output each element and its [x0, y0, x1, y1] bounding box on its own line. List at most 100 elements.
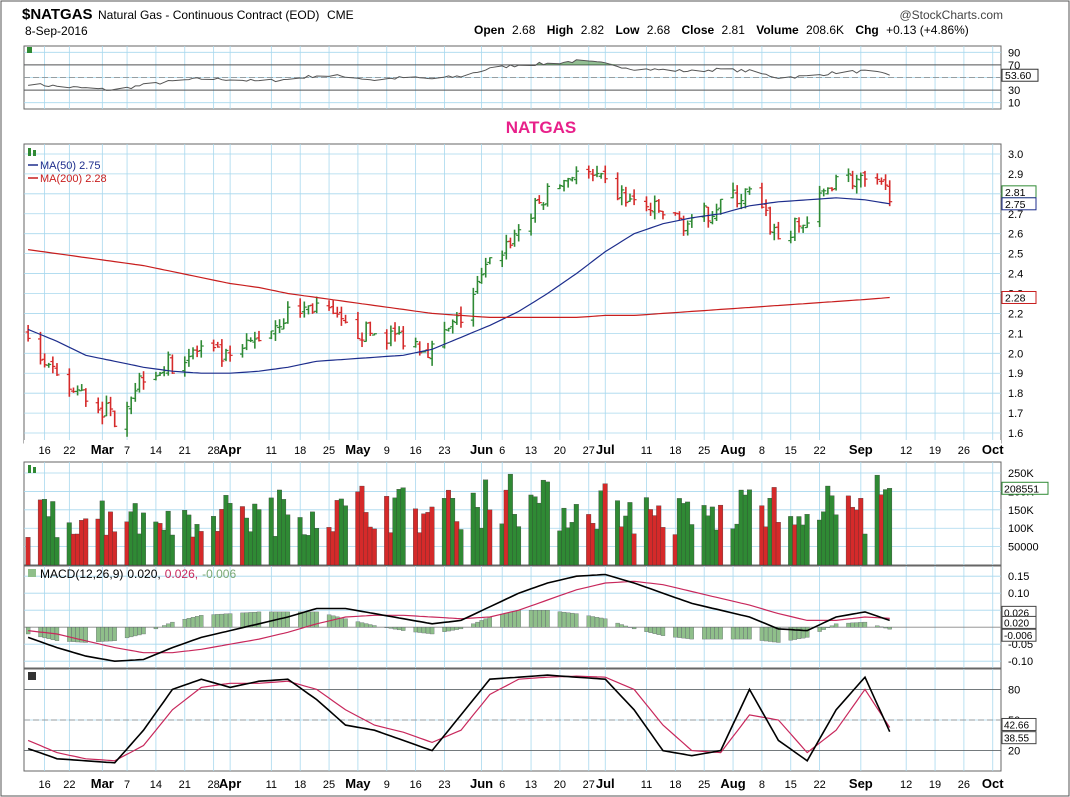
- macd-histogram-bar: [129, 627, 134, 638]
- volume-bar: [833, 514, 839, 566]
- volume-bar: [334, 500, 340, 566]
- macd-histogram-bar: [846, 622, 851, 628]
- volume-bar: [25, 537, 31, 566]
- macd-histogram-bar: [372, 625, 377, 628]
- x-tick-label: 8: [759, 779, 765, 791]
- x-tick-label: 11: [641, 445, 652, 457]
- macd-histogram-bar: [483, 618, 488, 628]
- macd-tag: -0.006: [1004, 631, 1033, 642]
- x-tick-label: 7: [124, 445, 130, 457]
- macd-histogram-bar: [887, 627, 892, 630]
- low-value: 2.68: [647, 23, 671, 37]
- macd-histogram-bar: [401, 627, 406, 631]
- volume-bar: [709, 506, 715, 566]
- volume-bar: [37, 499, 43, 566]
- macd-histogram-bar: [487, 616, 492, 628]
- x-tick-label: Sep: [849, 776, 873, 791]
- x-tick-label: 26: [958, 779, 970, 791]
- macd-histogram-bar: [96, 627, 101, 642]
- macd-histogram-bar: [862, 621, 868, 628]
- volume-bar: [792, 524, 798, 566]
- sto-d-line: [27, 675, 891, 762]
- volume-bar: [46, 516, 52, 566]
- macd-histogram-bar: [541, 610, 546, 628]
- macd-histogram-bar: [124, 627, 130, 639]
- macd-histogram-bar: [796, 627, 802, 640]
- macd-histogram-bar: [413, 627, 418, 633]
- macd-histogram-bar: [190, 617, 196, 628]
- volume-bar: [648, 509, 653, 566]
- x-tick-label: 13: [525, 779, 537, 791]
- macd-histogram-bar: [561, 611, 567, 628]
- macd-histogram-bar: [648, 627, 653, 633]
- x-tick-label: 9: [384, 445, 390, 457]
- x-tick-label: 16: [38, 445, 50, 457]
- open-value: 2.68: [512, 23, 536, 37]
- high-value: 2.82: [581, 23, 605, 37]
- sto-ytick-label: 80: [1008, 684, 1020, 696]
- price-ytick-label: 2.5: [1008, 249, 1023, 261]
- macd-histogram-bar: [458, 627, 464, 630]
- volume-tag: 208551: [1004, 483, 1039, 495]
- price-ytick-label: 2.1: [1008, 328, 1023, 340]
- macd-histogram-bar: [570, 612, 575, 628]
- macd-histogram-bar: [631, 627, 637, 630]
- x-tick-label: 11: [266, 445, 277, 457]
- macd-ytick-label: 0.15: [1008, 571, 1029, 583]
- sto-tag: 42.66: [1004, 720, 1029, 731]
- volume-bar: [165, 510, 171, 566]
- x-tick-label: Aug: [720, 442, 745, 457]
- price-ytick-label: 2.9: [1008, 169, 1023, 181]
- macd-histogram-bar: [677, 627, 682, 638]
- volume-bar: [458, 529, 464, 566]
- volume-bar: [825, 485, 831, 566]
- x-tick-label: 13: [525, 445, 537, 457]
- macd-histogram-bar: [71, 627, 76, 642]
- x-tick-label: 25: [698, 445, 710, 457]
- macd-histogram-bar: [673, 627, 678, 638]
- macd-histogram-bar: [269, 611, 274, 628]
- volume-bar: [252, 503, 258, 566]
- macd-histogram-bar: [652, 627, 657, 634]
- macd-histogram-bar: [479, 620, 484, 628]
- volume-bar: [70, 533, 76, 566]
- macd-histogram-bar: [425, 627, 431, 634]
- volume-bar: [413, 508, 418, 566]
- rsi-ytick-label: 30: [1008, 85, 1020, 97]
- volume-bar: [103, 534, 109, 566]
- volume-bar: [450, 498, 456, 566]
- x-tick-label: 27: [583, 445, 595, 457]
- price-ytick-label: 1.8: [1008, 388, 1023, 400]
- macd-histogram-bar: [574, 613, 579, 628]
- x-tick-label: Apr: [219, 776, 241, 791]
- rsi-line: [28, 59, 890, 91]
- macd-histogram-bar: [83, 627, 88, 643]
- macd-histogram-bar: [586, 615, 591, 628]
- legend-label: MA(200) 2.28: [40, 173, 107, 185]
- legend-label: MA(50) 2.75: [40, 160, 101, 172]
- volume-bar: [821, 511, 827, 566]
- volume-bar: [660, 527, 666, 566]
- macd-ytick-label: -0.10: [1008, 656, 1033, 668]
- volume-bar: [50, 501, 56, 566]
- macd-histogram-bar: [689, 627, 694, 640]
- macd-histogram-bar: [706, 627, 711, 640]
- macd-histogram-bar: [153, 627, 159, 630]
- volume-bar: [194, 524, 200, 566]
- volume-bar: [272, 536, 278, 566]
- macd-histogram-bar: [162, 625, 167, 628]
- macd-histogram-bar: [747, 627, 752, 640]
- x-tick-label: 21: [179, 779, 191, 791]
- macd-histogram-bar: [194, 616, 200, 628]
- volume-bar: [227, 503, 233, 566]
- volume-bar: [285, 514, 291, 566]
- macd-histogram-bar: [619, 624, 624, 628]
- volume-bar: [54, 537, 60, 566]
- volume-bar: [652, 515, 658, 566]
- volume-bar: [417, 532, 423, 566]
- x-tick-label: 9: [384, 779, 390, 791]
- volume-bar: [643, 497, 649, 566]
- volume-ytick-label: 150K: [1008, 505, 1034, 517]
- x-tick-label: 19: [929, 445, 941, 457]
